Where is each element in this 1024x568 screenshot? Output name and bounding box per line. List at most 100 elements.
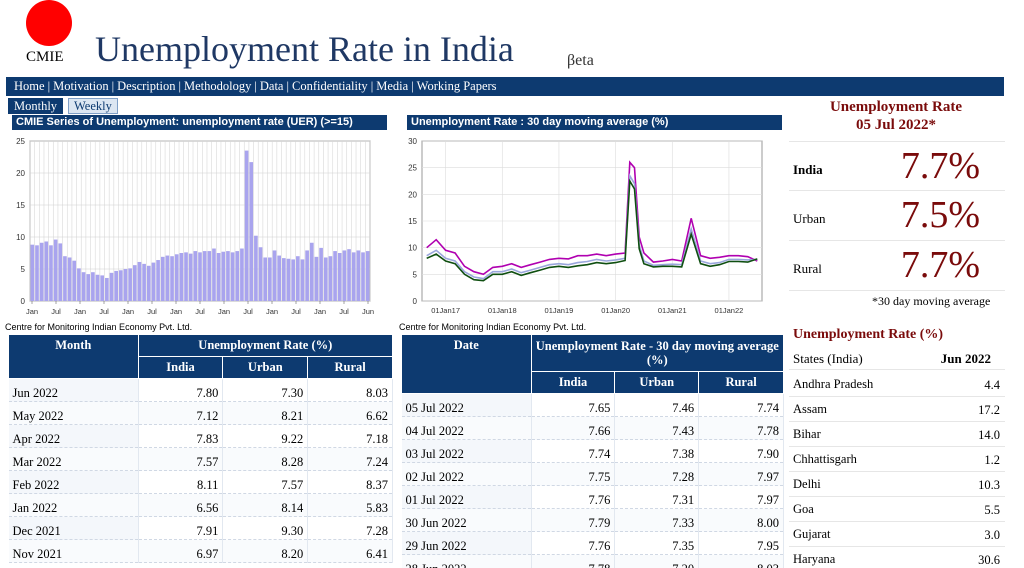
cell-rural: 6.41 xyxy=(307,539,393,563)
col-urban-header: Urban xyxy=(614,371,700,394)
cell-rural: 7.78 xyxy=(698,416,784,440)
summary-row-urban: Urban 7.5% xyxy=(789,191,1005,241)
y-tick-label: 20 xyxy=(16,169,25,178)
rural-value: 7.7% xyxy=(900,244,980,286)
nav-methodology[interactable]: Methodology xyxy=(184,79,252,93)
bar xyxy=(86,274,91,301)
bar xyxy=(151,262,156,301)
x-tick-label: Jul xyxy=(339,307,349,316)
cell-label: 01 Jul 2022 xyxy=(401,485,532,509)
bar xyxy=(137,261,142,301)
bar xyxy=(184,252,188,301)
daily-moving-average-table: Date Unemployment Rate - 30 day moving a… xyxy=(401,334,785,568)
bar xyxy=(100,275,105,301)
col-rural-header: Rural xyxy=(307,356,393,379)
cell-rural: 8.03 xyxy=(698,554,784,568)
y-tick-label: 0 xyxy=(21,297,26,306)
x-tick-label: Jul xyxy=(291,307,301,316)
bar xyxy=(347,249,351,301)
x-tick-label: Jan xyxy=(218,307,230,316)
bar xyxy=(226,251,230,301)
state-value: 17.2 xyxy=(978,403,1000,417)
x-tick-label: Jan xyxy=(26,307,38,316)
x-tick-label: Jan xyxy=(74,307,86,316)
state-name: Chhattisgarh xyxy=(793,452,857,466)
table-row: 03 Jul 2022 7.74 7.38 7.90 xyxy=(401,439,784,463)
nav-home[interactable]: Home xyxy=(14,79,45,93)
tab-monthly[interactable]: Monthly xyxy=(8,98,64,114)
nav-motivation[interactable]: Motivation xyxy=(53,79,109,93)
cell-india: 6.56 xyxy=(138,493,224,517)
bar xyxy=(328,256,333,301)
left-chart-credit: Centre for Monitoring Indian Economy Pvt… xyxy=(5,322,193,332)
col-india-header: India xyxy=(137,356,224,379)
bar xyxy=(337,253,342,301)
cell-india: 7.78 xyxy=(531,554,616,568)
bar xyxy=(323,257,328,301)
bar xyxy=(333,251,337,301)
bar xyxy=(212,248,216,301)
x-tick-label: 01Jan18 xyxy=(488,306,517,315)
nav-description[interactable]: Description xyxy=(117,79,176,93)
col-month-header: Month xyxy=(8,334,139,379)
bar xyxy=(305,250,309,301)
bar xyxy=(249,162,254,301)
table-row: 30 Jun 2022 7.79 7.33 8.00 xyxy=(401,508,784,532)
bar xyxy=(286,258,291,301)
nav-data[interactable]: Data xyxy=(259,79,284,93)
x-tick-label: Jan xyxy=(122,307,134,316)
state-name: Assam xyxy=(793,402,828,416)
top-navigation: Home | Motivation | Description | Methodolo… xyxy=(6,77,1004,96)
cell-urban: 7.33 xyxy=(614,508,700,532)
cell-rural: 5.83 xyxy=(307,493,393,517)
tab-weekly[interactable]: Weekly xyxy=(68,98,118,114)
col-india-header: India xyxy=(530,371,616,394)
bar xyxy=(174,254,179,301)
cell-rural: 7.90 xyxy=(698,439,784,463)
page-title: Unemployment Rate in India xyxy=(95,29,514,69)
bar xyxy=(67,257,72,301)
cell-label: Jan 2022 xyxy=(8,493,139,517)
bar xyxy=(277,255,282,301)
x-tick-label: 01Jan20 xyxy=(601,306,630,315)
table-row: 05 Jul 2022 7.65 7.46 7.74 xyxy=(401,393,784,417)
bar xyxy=(356,250,361,301)
cell-label: May 2022 xyxy=(8,401,139,425)
nav-media[interactable]: Media xyxy=(376,79,409,93)
bar xyxy=(63,256,67,301)
cell-label: 28 Jun 2022 xyxy=(401,554,532,568)
nav-confidentiality[interactable]: Confidentiality xyxy=(292,79,368,93)
bar xyxy=(207,251,212,301)
cell-urban: 7.31 xyxy=(614,485,700,509)
bar xyxy=(77,268,81,301)
state-value: 5.5 xyxy=(984,503,1000,517)
daily-table-body: 05 Jul 2022 7.65 7.46 7.74 04 Jul 2022 7.66 7.… xyxy=(401,393,784,568)
table-row: 29 Jun 2022 7.76 7.35 7.95 xyxy=(401,531,784,555)
y-tick-label: 30 xyxy=(408,137,417,146)
y-tick-label: 5 xyxy=(21,265,26,274)
bar xyxy=(361,252,365,301)
bar xyxy=(263,257,268,301)
x-tick-label: 01Jan19 xyxy=(545,306,574,315)
x-tick-label: 01Jan22 xyxy=(715,306,744,315)
cell-urban: 7.28 xyxy=(614,462,700,486)
cell-india: 7.57 xyxy=(138,447,224,471)
bar xyxy=(221,251,226,301)
series-line-urban xyxy=(426,160,758,276)
bar xyxy=(300,259,305,301)
x-tick-label: Jul xyxy=(147,307,157,316)
state-value: 10.3 xyxy=(978,478,1000,492)
x-tick-label: Jul xyxy=(195,307,205,316)
x-tick-label: Jun xyxy=(362,307,374,316)
state-name: Haryana xyxy=(793,552,836,566)
beta-label: βeta xyxy=(567,52,594,69)
cell-label: Dec 2021 xyxy=(8,516,139,540)
x-tick-label: Jan xyxy=(170,307,182,316)
nav-working-papers[interactable]: Working Papers xyxy=(416,79,497,93)
x-tick-label: 01Jan21 xyxy=(658,306,687,315)
summary-title-line1: Unemployment Rate xyxy=(829,99,963,115)
bar xyxy=(58,243,63,301)
y-tick-label: 0 xyxy=(413,297,418,306)
cell-india: 7.75 xyxy=(531,462,616,486)
bar xyxy=(72,260,77,301)
